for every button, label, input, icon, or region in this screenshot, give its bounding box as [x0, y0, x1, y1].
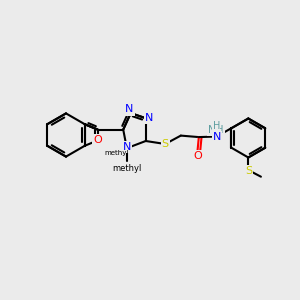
Text: methyl: methyl [112, 164, 142, 173]
Text: N: N [123, 142, 131, 152]
Text: O: O [193, 151, 202, 161]
Text: N: N [125, 104, 134, 115]
Text: S: S [245, 166, 252, 176]
Text: N: N [145, 113, 154, 123]
Text: methyl: methyl [104, 150, 128, 156]
Text: O: O [93, 135, 102, 146]
Text: H: H [212, 121, 220, 131]
Text: NH: NH [208, 125, 224, 135]
Text: N: N [213, 132, 221, 142]
Text: S: S [162, 139, 169, 149]
